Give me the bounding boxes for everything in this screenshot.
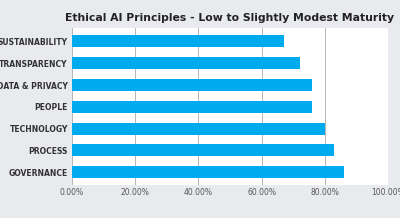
Bar (72, 36, 284, 48)
Bar (72, 166, 344, 178)
Bar (72, 123, 325, 135)
Bar (72, 101, 312, 113)
Title: Ethical AI Principles - Low to Slightly Modest Maturity: Ethical AI Principles - Low to Slightly … (66, 13, 394, 23)
Bar (72, 144, 334, 156)
Bar (72, 57, 300, 69)
Bar (72, 79, 312, 91)
